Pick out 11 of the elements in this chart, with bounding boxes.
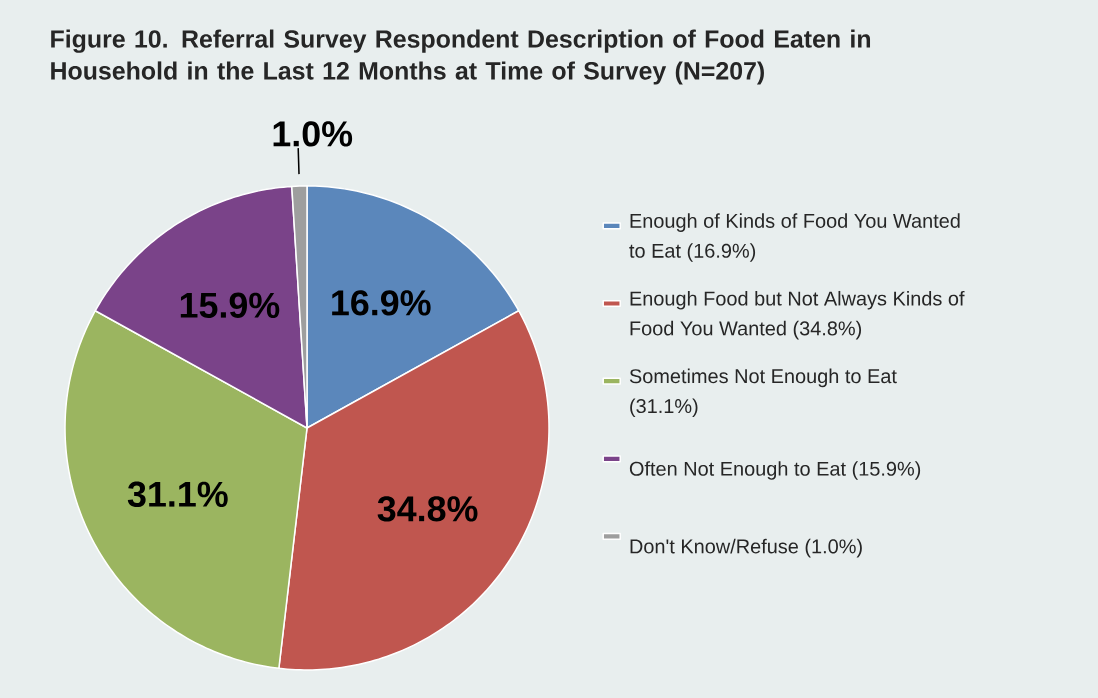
legend-label: Enough Food but Not Always Kinds of Food You Wanted (34.8%) — [630, 290, 965, 340]
data-label: 34.8% — [377, 496, 478, 522]
legend-label: Enough of Kinds of Food You Wanted to Eat (16.9%) — [629, 213, 960, 262]
data-label: 16.9% — [332, 290, 431, 316]
data-label: 31.1% — [127, 481, 228, 508]
legend-label: Don't Know/Refuse (1.0%) — [630, 538, 862, 558]
chart-title: Figure 10. Referral Survey Respondent Description of Food Eaten in Household in the Last 12 Months at Time of Survey (N=207) — [51, 29, 871, 85]
data-label: 1.0% — [273, 121, 353, 147]
data-label: 15.9% — [180, 292, 280, 318]
legend-label: Often Not Enough to Eat (15.9%) — [629, 461, 921, 480]
legend-label: Sometimes Not Enough to Eat (31.1%) — [629, 368, 897, 418]
